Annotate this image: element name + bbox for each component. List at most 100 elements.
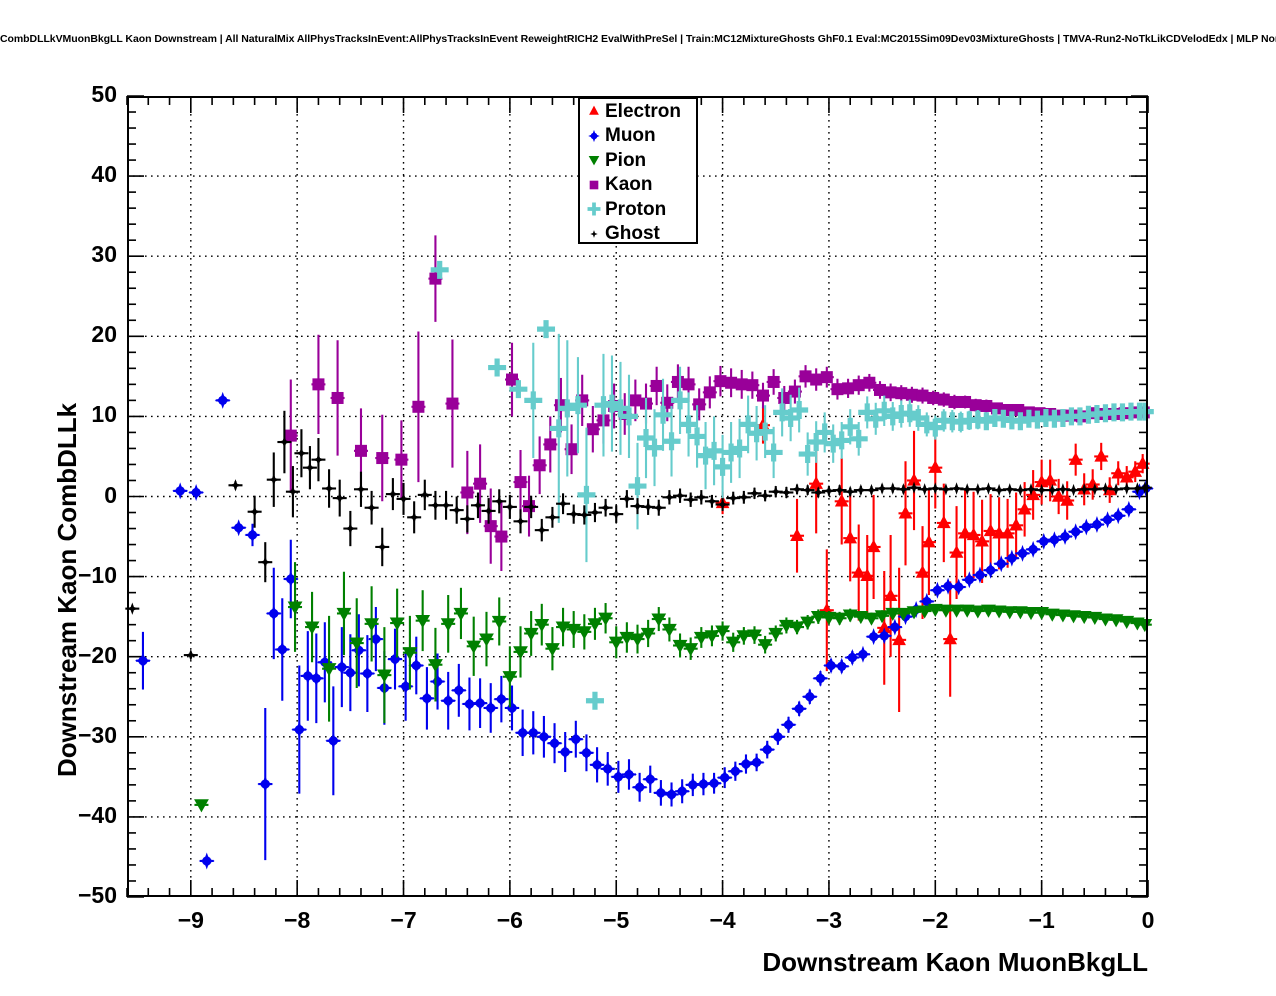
y-axis-tick-label: −30 (77, 721, 117, 748)
data-marker (937, 393, 950, 406)
legend-item-muon[interactable]: Muon (580, 124, 696, 149)
data-marker (809, 476, 823, 489)
data-marker (544, 438, 557, 451)
data-marker (645, 438, 664, 457)
data-marker (1098, 613, 1113, 627)
marker-square (586, 423, 599, 436)
marker-circle-core (985, 565, 996, 575)
marker-diamond (344, 522, 357, 535)
marker-square (629, 394, 642, 407)
marker-triangle-down (1119, 615, 1135, 629)
data-marker (725, 376, 738, 389)
data-marker (589, 756, 606, 774)
data-marker (748, 753, 765, 771)
marker-diamond (897, 483, 910, 496)
data-marker (1003, 549, 1020, 567)
marker-circle-core (1039, 536, 1049, 546)
data-marker (558, 399, 577, 418)
marker-diamond (418, 488, 431, 502)
data-marker (831, 383, 844, 396)
marker-triangle-down (479, 633, 494, 647)
data-marker (858, 403, 877, 422)
data-marker (312, 378, 325, 391)
data-marker (577, 485, 596, 504)
x-axis-tick-label: −7 (390, 907, 417, 933)
marker-circle-core (698, 779, 709, 789)
data-marker (1135, 402, 1154, 421)
marker-cross (696, 446, 715, 465)
x-axis-tick-label: −2 (922, 907, 949, 933)
marker-circle-core (247, 530, 258, 540)
marker-cross (756, 422, 775, 441)
data-marker (909, 409, 928, 428)
marker-square (650, 379, 663, 392)
marker-circle-core (805, 692, 815, 702)
marker-triangle-down (959, 604, 975, 618)
data-marker (619, 407, 638, 426)
data-marker (950, 482, 963, 495)
marker-triangle-up (1060, 493, 1074, 506)
legend-item-proton[interactable]: Proton (580, 197, 696, 222)
data-marker (631, 499, 644, 513)
data-marker (703, 386, 716, 399)
marker-diamond (684, 493, 697, 506)
marker-triangle-up (975, 533, 989, 547)
marker-triangle-down (349, 637, 365, 651)
marker-diamond (759, 489, 772, 502)
triangle-down-icon (584, 150, 604, 170)
data-marker (590, 229, 598, 238)
data-marker (949, 545, 964, 558)
legend-item-electron[interactable]: Electron (580, 99, 696, 124)
marker-circle-core (879, 631, 889, 641)
data-marker (588, 129, 600, 142)
data-marker (684, 776, 701, 794)
legend-item-kaon[interactable]: Kaon (580, 173, 696, 198)
data-marker (943, 631, 957, 645)
marker-triangle-down (364, 618, 380, 632)
legend-item-pion[interactable]: Pion (580, 148, 696, 173)
legend-item-ghost[interactable]: Ghost (580, 222, 696, 247)
data-marker (905, 388, 918, 401)
marker-cross (807, 433, 826, 452)
marker-cross (568, 396, 587, 415)
y-axis-tick-label: 0 (104, 481, 117, 508)
data-marker (466, 640, 482, 654)
marker-square (725, 376, 738, 389)
marker-cross (909, 409, 928, 428)
data-marker (586, 423, 599, 436)
marker-circle-core (773, 732, 783, 742)
marker-triangle-up (892, 632, 906, 646)
marker-triangle-down (1087, 611, 1103, 625)
marker-circle-core (401, 681, 411, 691)
marker-circle-core (464, 699, 475, 709)
legend-label: Kaon (605, 174, 653, 196)
data-marker (906, 606, 922, 620)
marker-cross (849, 429, 868, 448)
marker-diamond (674, 489, 687, 502)
marker-diamond (1025, 483, 1038, 496)
data-marker (940, 577, 957, 595)
marker-square (354, 444, 367, 457)
marker-diamond (354, 483, 367, 496)
marker-circle-core (656, 788, 666, 798)
data-marker (853, 611, 869, 625)
data-marker (1046, 483, 1059, 497)
marker-diamond (590, 229, 598, 238)
data-marker (876, 482, 889, 495)
data-marker (472, 694, 489, 712)
marker-triangle-up (883, 588, 898, 602)
marker-diamond (727, 491, 740, 505)
marker-cross (764, 443, 783, 462)
data-marker (898, 505, 913, 519)
data-marker (1060, 493, 1074, 506)
marker-square (544, 438, 557, 451)
data-marker (549, 419, 568, 438)
data-marker (587, 618, 603, 632)
x-axis-tick-label: −3 (815, 907, 843, 933)
marker-triangle-down (466, 640, 482, 654)
marker-diamond (514, 515, 527, 528)
data-marker (321, 663, 337, 677)
marker-cross (679, 415, 698, 434)
data-marker (546, 734, 563, 752)
data-marker (359, 665, 376, 683)
